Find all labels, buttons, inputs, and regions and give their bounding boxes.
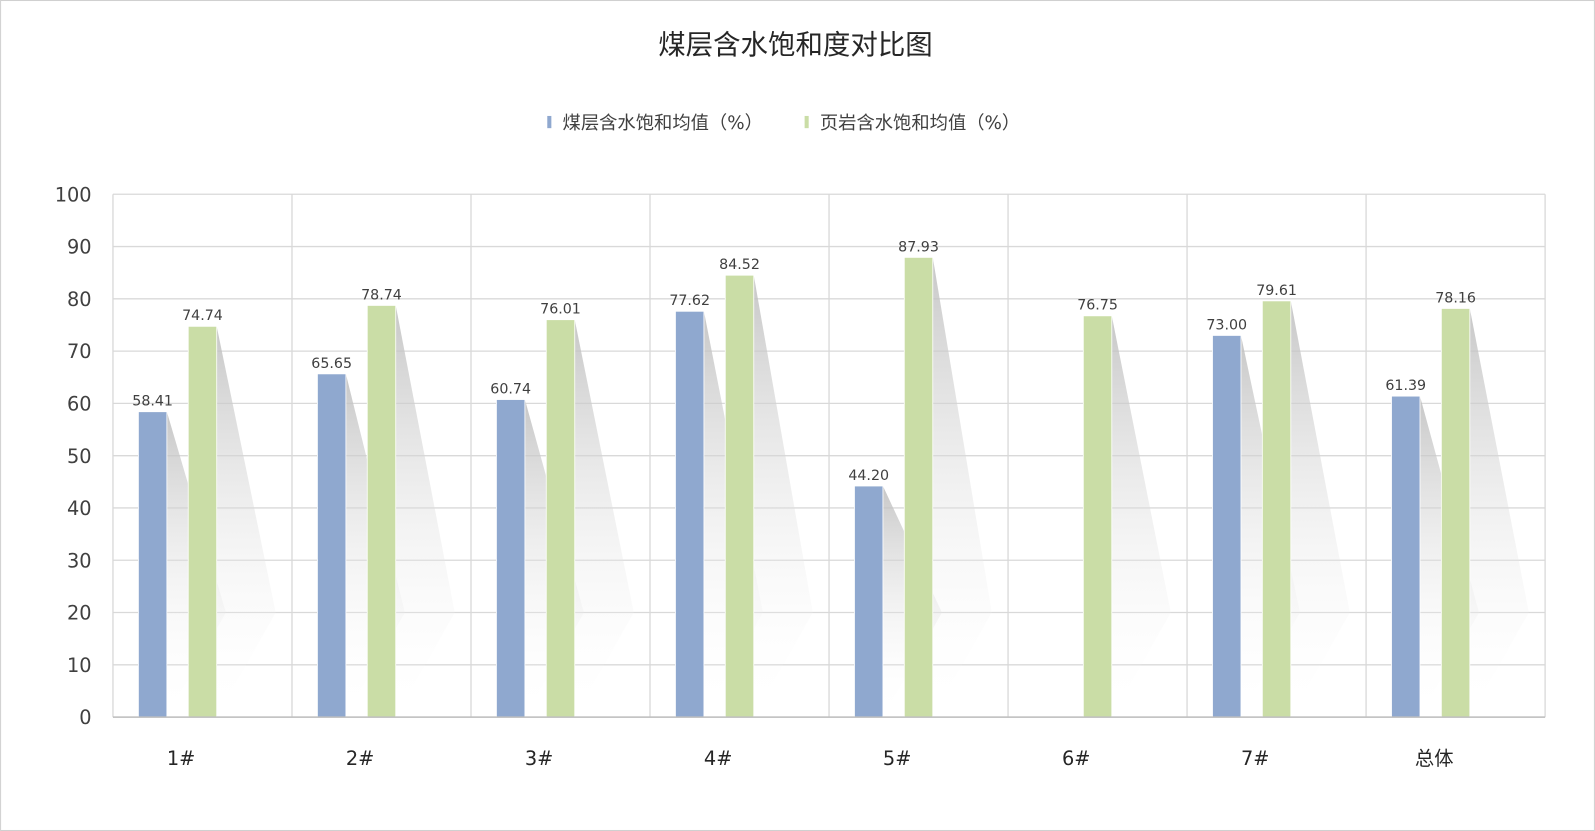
data-label: 65.65 <box>311 356 352 372</box>
bar-shadow <box>216 326 276 718</box>
bar-shale <box>545 319 576 718</box>
bar-shale <box>1082 315 1113 718</box>
x-tick-label: 6# <box>1062 747 1090 770</box>
legend-label-shale: 页岩含水饱和均值（%） <box>820 113 1020 134</box>
legend-swatch-coal <box>547 115 552 129</box>
bars <box>137 256 1471 718</box>
y-tick-label: 10 <box>67 654 92 677</box>
y-tick-label: 90 <box>67 236 92 259</box>
data-label: 76.75 <box>1077 298 1118 314</box>
axes: 0 10 20 30 40 50 60 70 80 90 100 1# 2# 3# 4# 5# 6# 7# 总体 <box>55 183 1546 770</box>
data-label: 84.52 <box>719 257 760 273</box>
data-label: 87.93 <box>898 239 939 255</box>
x-tick-label: 2# <box>346 747 374 770</box>
bar-shale <box>903 256 934 718</box>
bar-coal <box>675 310 705 718</box>
data-label: 78.16 <box>1435 290 1476 306</box>
bar-coal <box>1212 335 1242 718</box>
x-tick-label: 3# <box>525 747 553 770</box>
bar-shale <box>1440 308 1471 718</box>
chart-title: 煤层含水饱和度对比图 <box>658 30 933 61</box>
x-tick-label: 总体 <box>1415 747 1454 770</box>
y-tick-label: 0 <box>79 706 91 729</box>
data-label: 44.20 <box>848 468 889 484</box>
bar-shadow <box>395 305 455 718</box>
x-tick-label: 4# <box>704 747 732 770</box>
bar-shadow <box>1111 315 1171 718</box>
bar-shale <box>187 325 218 718</box>
bar-coal <box>137 411 168 718</box>
bar-coal <box>1391 395 1421 718</box>
bar-shadow <box>574 319 634 718</box>
x-tick-label: 5# <box>883 747 911 770</box>
y-tick-label: 50 <box>67 445 92 468</box>
bar-shale <box>366 305 397 718</box>
y-tick-label: 80 <box>67 288 92 311</box>
legend-item-coal[interactable]: 煤层含水饱和均值（%） <box>547 113 763 134</box>
legend-item-shale[interactable]: 页岩含水饱和均值（%） <box>804 113 1021 134</box>
y-tick-label: 30 <box>67 549 92 572</box>
data-label: 58.41 <box>132 394 173 410</box>
bar-shadow <box>1290 300 1350 718</box>
legend-swatch-shale <box>804 115 809 129</box>
y-tick-label: 40 <box>67 497 92 520</box>
y-tick-label: 20 <box>67 602 92 625</box>
bar-shadow <box>1469 308 1529 718</box>
y-tick-label: 70 <box>67 340 92 363</box>
legend: 煤层含水饱和均值（%） 页岩含水饱和均值（%） <box>547 113 1020 134</box>
y-tick-label: 100 <box>55 183 92 206</box>
data-label: 61.39 <box>1385 378 1426 394</box>
data-labels: 58.41 74.74 65.65 78.74 60.74 76.01 77.62 84.52… <box>132 239 1476 484</box>
data-label: 76.01 <box>540 302 581 318</box>
data-label: 79.61 <box>1256 283 1297 299</box>
data-label: 73.00 <box>1206 317 1247 333</box>
data-label: 78.74 <box>361 287 402 303</box>
bar-coal <box>854 485 884 718</box>
data-label: 77.62 <box>669 293 710 309</box>
bar-shadow <box>932 257 992 718</box>
data-label: 60.74 <box>490 381 531 397</box>
y-tick-label: 60 <box>67 393 92 416</box>
legend-label-coal: 煤层含水饱和均值（%） <box>563 113 763 134</box>
bar-shale <box>724 274 755 718</box>
bar-shale <box>1261 300 1292 718</box>
bar-shadow <box>753 275 813 718</box>
x-tick-label: 7# <box>1241 747 1269 770</box>
bar-coal <box>317 373 347 718</box>
data-label: 74.74 <box>182 308 223 324</box>
x-tick-label: 1# <box>167 747 195 770</box>
bar-coal <box>496 399 526 718</box>
